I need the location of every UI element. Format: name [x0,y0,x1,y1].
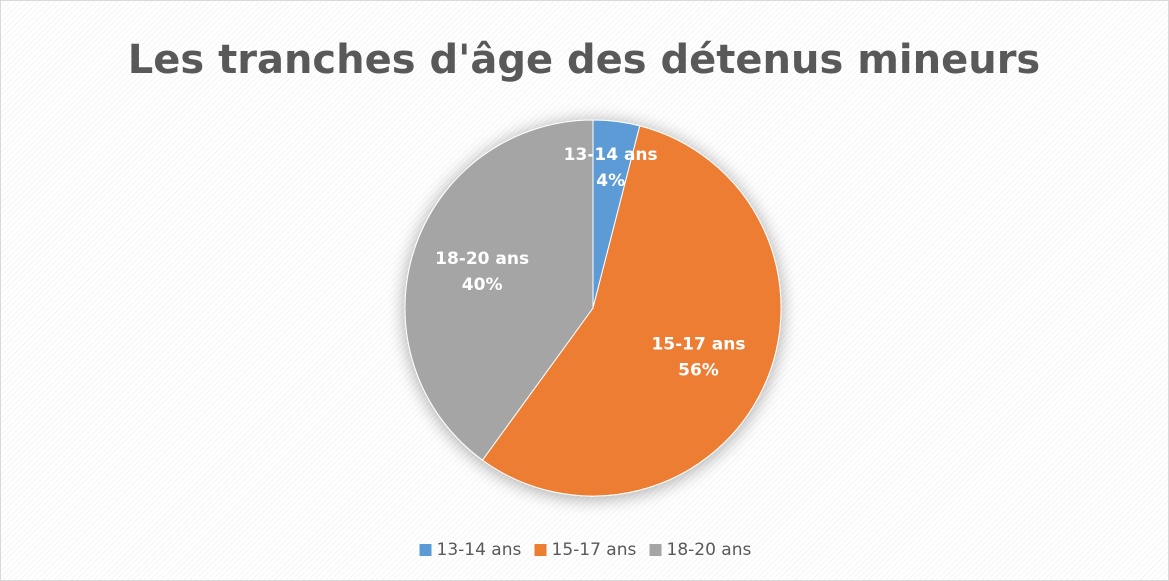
data-label-value: 40% [462,275,503,295]
legend-label: 13-14 ans [437,540,522,560]
pie-slice [404,119,594,461]
data-label-value: 4% [596,171,625,191]
legend-swatch [419,544,432,556]
data-label-category: 18-20 ans [435,249,529,269]
data-label-category: 13-14 ans [564,145,658,165]
pie-slice [481,125,782,497]
chart-title: Les tranches d'âge des détenus mineurs [128,37,1040,83]
pie [404,119,782,497]
legend-swatch [534,544,547,556]
legend-label: 15-17 ans [552,540,637,560]
legend-swatch [649,544,662,556]
legend-label: 18-20 ans [667,540,752,560]
data-label-value: 56% [678,361,719,381]
data-label-category: 15-17 ans [651,335,745,355]
